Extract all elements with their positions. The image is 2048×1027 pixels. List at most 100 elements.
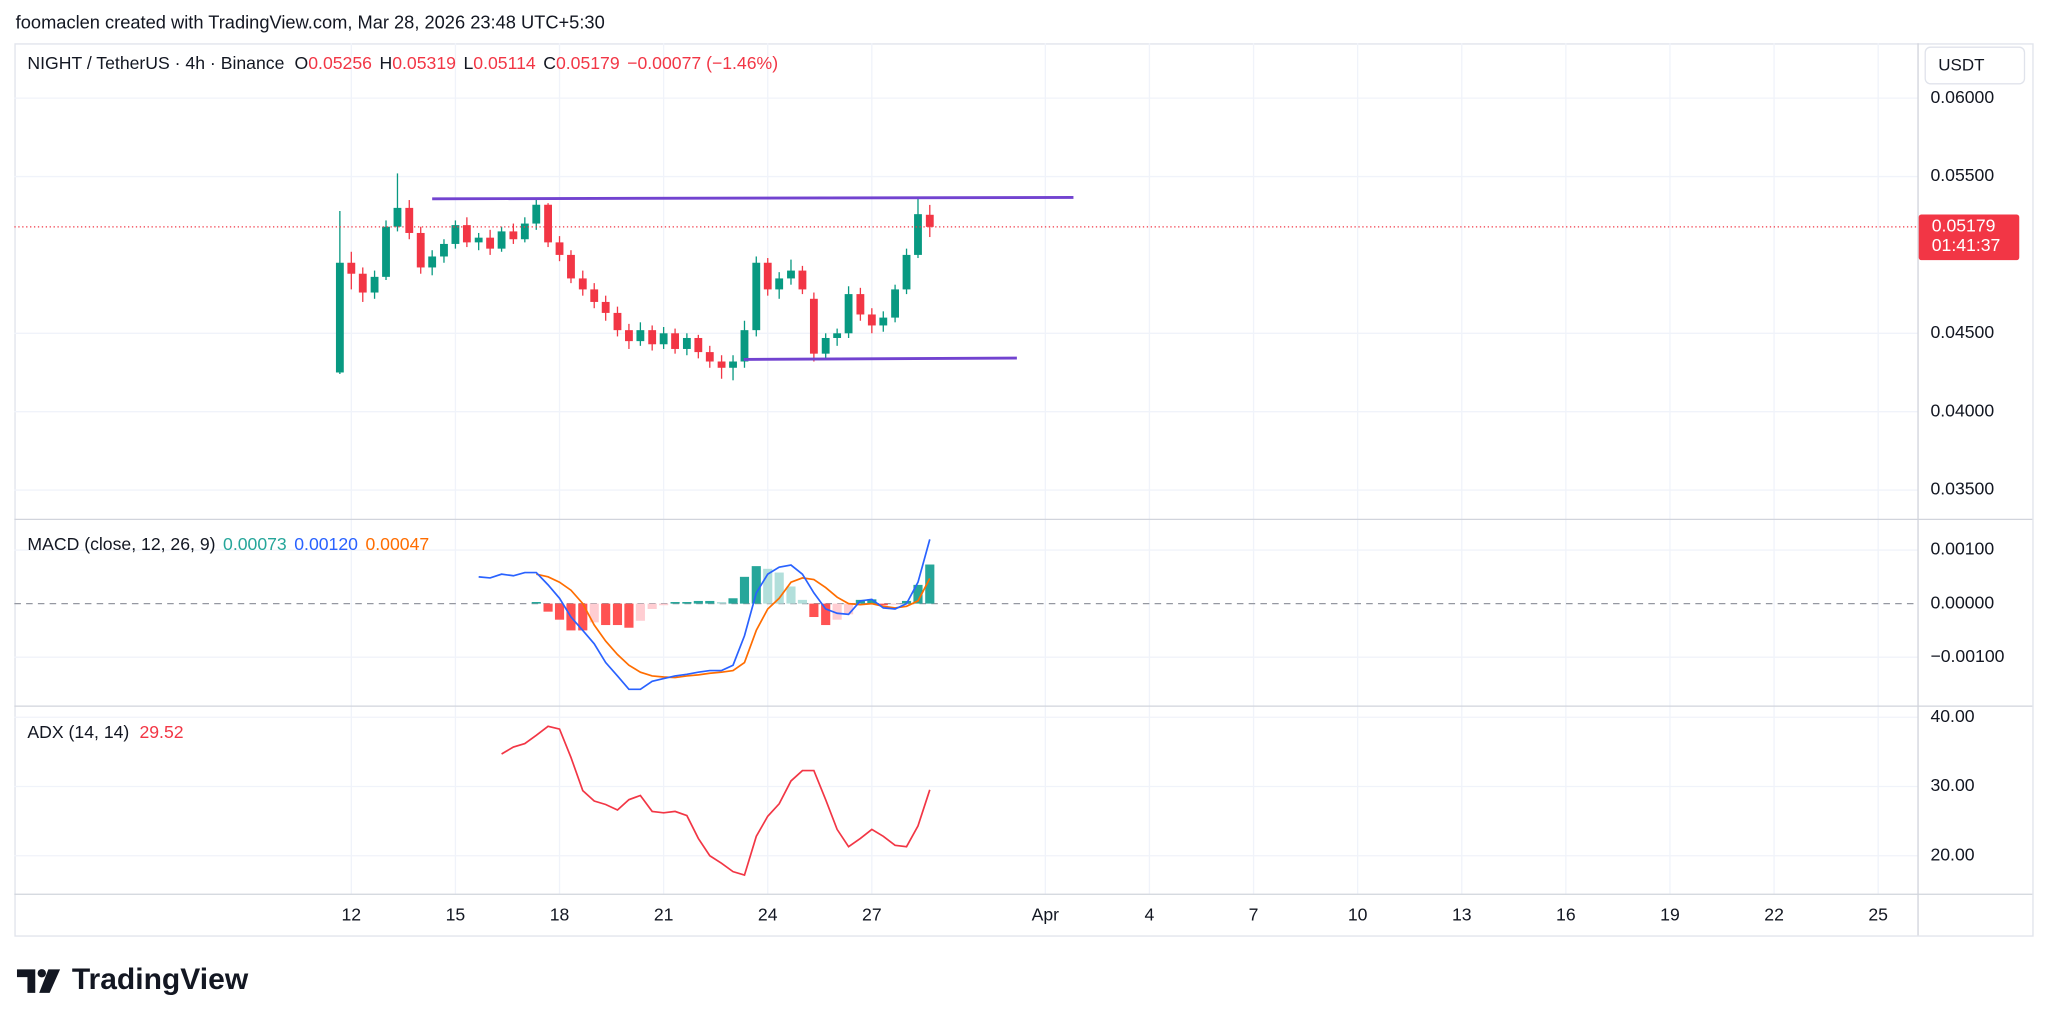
histogram-value: 0.00073 [223,534,287,554]
adx-legend: ADX (14, 14) 29.52 [27,722,183,742]
x-tick-label: 19 [1660,904,1680,924]
candle-body [440,243,448,257]
candle-body [370,276,379,293]
y-tick-label: 0.05500 [1930,165,1994,185]
y-tick-label: 20.00 [1930,844,1974,864]
y-tick-label: 0.04500 [1930,322,1994,342]
candle-body [879,317,888,326]
candle-body [648,330,657,345]
histogram-bar [751,566,761,604]
candle-body [821,337,830,354]
close-label: C [543,53,556,73]
y-tick-label: 0.00100 [1930,539,1994,559]
histogram-bar [705,600,715,604]
change: −0.00077 (−1.46%) [627,53,778,73]
candle-body [335,262,344,373]
signal-value: 0.00047 [365,534,429,554]
adx-line [501,725,931,877]
macd-line [478,539,931,691]
histogram-bar [693,600,703,604]
marks [335,173,1074,877]
brand-logo [16,969,61,993]
y-tick-label: 0.06000 [1930,87,1994,107]
histogram-bar [531,602,541,604]
histogram-bar [774,572,784,604]
grid [14,43,1918,894]
y-tick-label: 30.00 [1930,775,1974,795]
candle-body [462,225,471,243]
candle-body [787,270,795,279]
histogram-bar [867,599,877,604]
histogram-bar [844,603,854,615]
open-value: 0.05256 [308,53,372,73]
x-tick-label: 18 [550,904,570,924]
candle-body [752,262,761,331]
histogram-bar [589,603,599,623]
candle-body [578,278,587,290]
candle-body [914,214,922,255]
header: foomaclen created with TradingView.com, … [16,12,605,33]
candle-body [671,333,679,349]
currency-label[interactable]: USDT [1938,56,1984,75]
histogram-bar [624,603,634,628]
candle-body [509,231,518,240]
x-tick-label: 25 [1868,904,1888,924]
y-tick-label: 0.04000 [1930,400,1994,420]
candle-body [555,242,564,255]
candle-body [636,330,645,342]
candle-body [891,289,900,318]
x-tick-label: 24 [758,904,778,924]
candle-body [382,226,390,277]
histogram-bar [670,602,680,604]
histogram-bar [578,603,588,631]
histogram-bar [682,602,692,604]
adx-title: ADX (14, 14) [27,722,129,742]
histogram-bar [601,603,611,626]
candle-body [763,262,772,290]
candle-body [902,254,911,290]
currency-button[interactable] [1924,46,2026,85]
candle-body [659,333,668,345]
x-tick-label: 10 [1348,904,1368,924]
candle-body [520,223,529,240]
macd-value: 0.00120 [294,534,358,554]
histogram-bar [717,602,727,604]
price-tag-value: 0.05179 [1932,216,1996,236]
y-tick-label: 0.03500 [1930,479,1994,499]
candle-body [740,330,749,362]
candle-body [856,294,865,315]
x-tick-label: 7 [1249,904,1259,924]
low-value: 0.05114 [473,53,536,73]
x-tick-label: Apr [1032,904,1060,924]
histogram-bar [786,586,796,604]
candle-body [451,225,460,244]
candle-body [416,232,425,268]
candle-body [601,301,610,313]
histogram-bar [925,564,935,604]
histogram-bar [543,603,553,612]
candle-body [428,256,437,268]
trend-line [432,195,1074,201]
candle-body [405,207,414,233]
histogram-bar [647,603,657,609]
histogram-bar [821,603,831,626]
histogram-bar [832,603,842,620]
signal-line [536,573,931,679]
countdown: 01:41:37 [1932,235,2001,255]
trend-line [743,356,1017,361]
candle-body [867,314,876,326]
histogram-bar [635,603,645,621]
x-tick-label: 15 [446,904,466,924]
candle-body [705,352,714,362]
candle-body [347,262,356,274]
x-tick-label: 13 [1452,904,1472,924]
y-tick-label: 0.00000 [1930,592,1994,612]
candle-body [925,214,934,227]
candle-body [532,204,541,224]
histogram-bar [554,603,565,620]
histogram-bar [728,598,738,604]
candle-body [682,337,691,349]
